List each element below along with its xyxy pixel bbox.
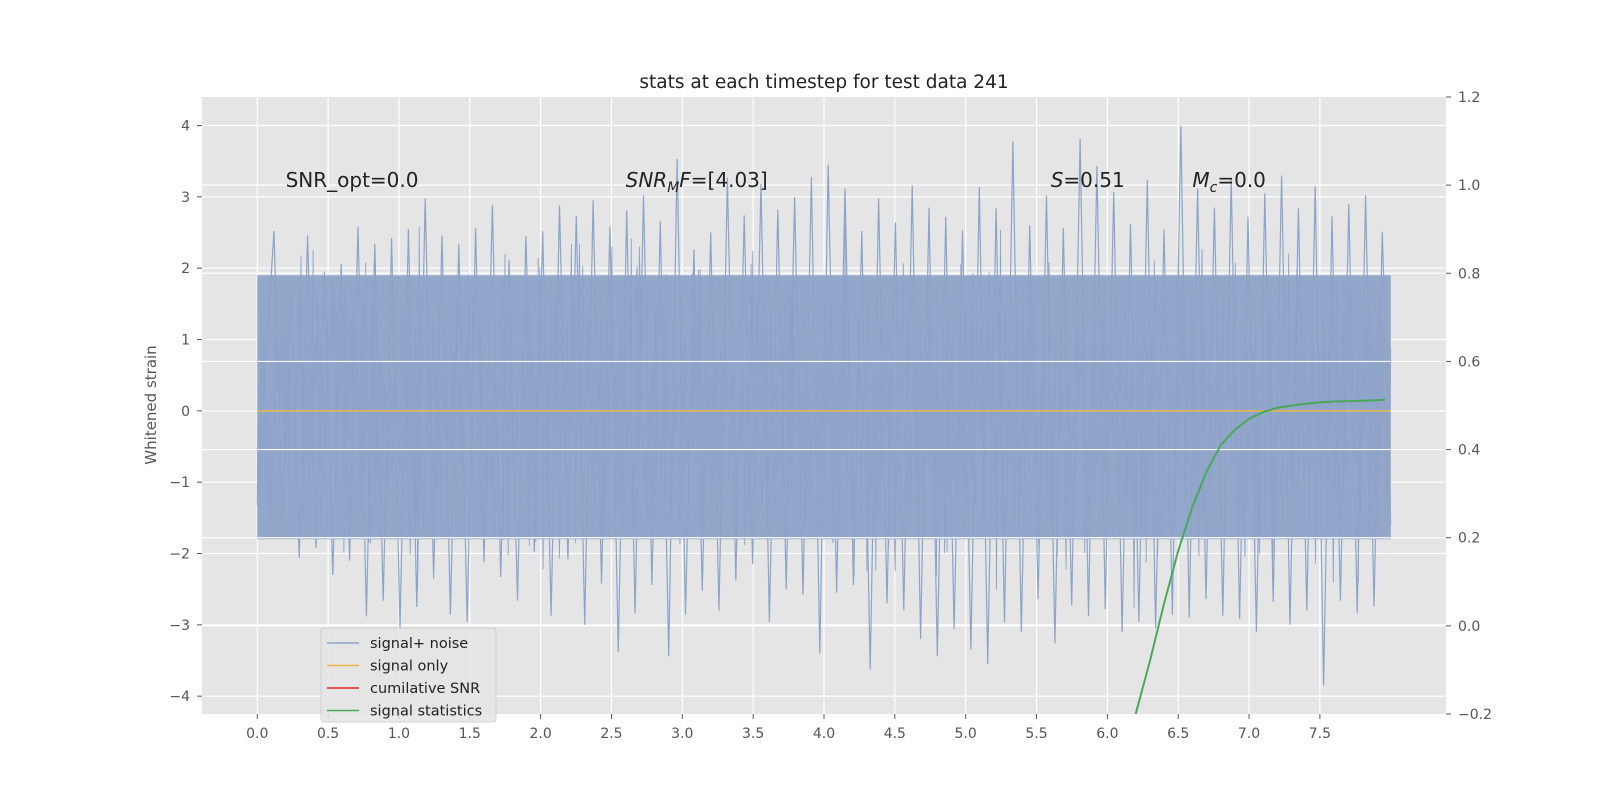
x-tick-label: 6.5 <box>1167 726 1189 742</box>
x-tick-label: 3.5 <box>742 726 764 742</box>
y-tick-label: −4 <box>169 689 190 705</box>
y-tick-label: 3 <box>181 190 190 206</box>
series-layer <box>256 125 1392 714</box>
y-axis-label: Whitened strain <box>142 345 160 464</box>
y2-tick-label: 0.0 <box>1458 619 1480 635</box>
legend-label: signal+ noise <box>370 636 468 652</box>
right-axis: −0.2 0.0 0.2 0.4 0.6 0.8 1.0 1.2 <box>1446 90 1492 723</box>
annotation-1: SNRMF=[4.03] <box>626 168 768 196</box>
legend-label: signal only <box>370 659 449 675</box>
x-tick-label: 4.0 <box>813 726 835 742</box>
x-tick-label: 4.5 <box>884 726 906 742</box>
y-tick-label: −3 <box>169 618 190 634</box>
x-tick-label: 3.0 <box>671 726 693 742</box>
x-tick-label: 7.5 <box>1309 726 1331 742</box>
signal-noise-line <box>256 125 1392 686</box>
y-tick-label: 2 <box>181 261 190 277</box>
bottom-axis: 0.0 0.5 1.0 1.5 2.0 2.5 3.0 3.5 4.0 4.5 5.0 5.5 6.0 6… <box>246 714 1331 742</box>
y2-tick-label: 0.2 <box>1458 531 1480 547</box>
annotation-2: S=0.51 <box>1051 168 1125 192</box>
y2-tick-label: 0.4 <box>1458 443 1480 459</box>
chart-title: stats at each timestep for test data 241 <box>639 72 1008 93</box>
y2-tick-label: 0.8 <box>1458 266 1480 282</box>
x-tick-label: 0.5 <box>317 726 339 742</box>
x-tick-label: 1.0 <box>388 726 410 742</box>
signal-statistics-line <box>1134 398 1386 714</box>
legend-box <box>320 627 497 723</box>
y-tick-label: −1 <box>169 475 190 491</box>
x-tick-label: 7.0 <box>1238 726 1260 742</box>
legend-label: cumilative SNR <box>370 681 480 697</box>
x-tick-label: 6.0 <box>1096 726 1118 742</box>
annotations: SNR_opt=0.0 SNRMF=[4.03] S=0.51 Mc=0.0 <box>286 168 1266 196</box>
legend-label: signal statistics <box>370 704 482 720</box>
y-tick-label: 1 <box>181 333 190 349</box>
x-tick-label: 2.0 <box>529 726 551 742</box>
x-tick-label: 0.0 <box>246 726 268 742</box>
y2-tick-label: 1.0 <box>1458 178 1480 194</box>
y-tick-label: 0 <box>181 404 190 420</box>
x-tick-label: 1.5 <box>459 726 481 742</box>
annotation-0: SNR_opt=0.0 <box>286 168 419 192</box>
legend: signal+ noise signal only cumilative SNR si… <box>320 627 497 723</box>
left-axis: −4 −3 −2 −1 0 1 2 3 4 <box>169 119 202 705</box>
y-tick-label: −2 <box>169 547 190 563</box>
x-tick-label: 5.5 <box>1025 726 1047 742</box>
y2-tick-label: 0.6 <box>1458 354 1480 370</box>
y2-tick-label: 1.2 <box>1458 90 1480 106</box>
y2-tick-label: −0.2 <box>1458 707 1492 723</box>
y-tick-label: 4 <box>181 119 190 135</box>
x-tick-label: 2.5 <box>600 726 622 742</box>
annotation-3: Mc=0.0 <box>1192 168 1266 196</box>
x-tick-label: 5.0 <box>955 726 977 742</box>
